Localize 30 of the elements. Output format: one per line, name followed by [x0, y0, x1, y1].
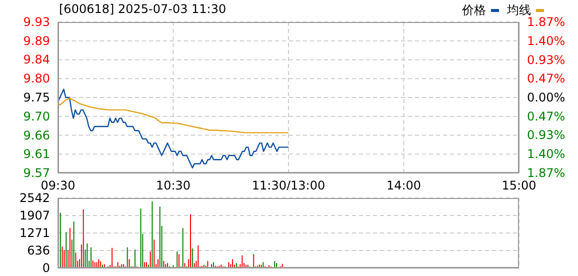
y2-tick-label: 0.93%: [527, 52, 566, 67]
y-tick-label: 636: [27, 243, 50, 258]
y2-tick-label: 1.87%: [527, 166, 566, 180]
x-tick-label: 10:30: [156, 178, 191, 193]
y-tick-label: 1271: [19, 226, 50, 240]
legend-label: 价格: [462, 2, 486, 19]
y-tick-label: 9.75: [23, 90, 50, 104]
y-tick-label: 9.80: [23, 72, 50, 86]
x-tick-label: 15:00: [502, 178, 536, 193]
y-tick-label: 1907: [19, 208, 50, 222]
y-tick-label: 9.70: [23, 109, 50, 124]
y2-tick-label: 0.00%: [527, 90, 566, 104]
y-tick-label: 9.89: [23, 34, 50, 48]
y-tick-label: 9.57: [23, 166, 50, 180]
y2-tick-label: 0.93%: [527, 128, 566, 142]
x-tick-label: 14:00: [386, 178, 422, 193]
y-tick-label: 9.84: [23, 52, 50, 67]
y2-tick-label: 1.40%: [527, 34, 566, 48]
legend-label: 均线: [507, 2, 531, 17]
chart-title: [600618] 2025-07-03 11:30: [59, 2, 226, 16]
y-tick-label: 9.93: [23, 15, 50, 29]
y-tick-label: 0: [42, 261, 50, 275]
y-tick-label: 9.66: [23, 128, 50, 142]
y-tick-label: 2542: [19, 191, 50, 205]
x-tick-label: 09:30: [40, 178, 76, 193]
y2-tick-label: 0.47%: [527, 109, 566, 124]
y2-tick-label: 0.47%: [527, 72, 566, 86]
y2-tick-label: 1.87%: [527, 15, 566, 29]
y-tick-label: 9.61: [23, 147, 50, 162]
y2-tick-label: 1.40%: [527, 147, 566, 162]
